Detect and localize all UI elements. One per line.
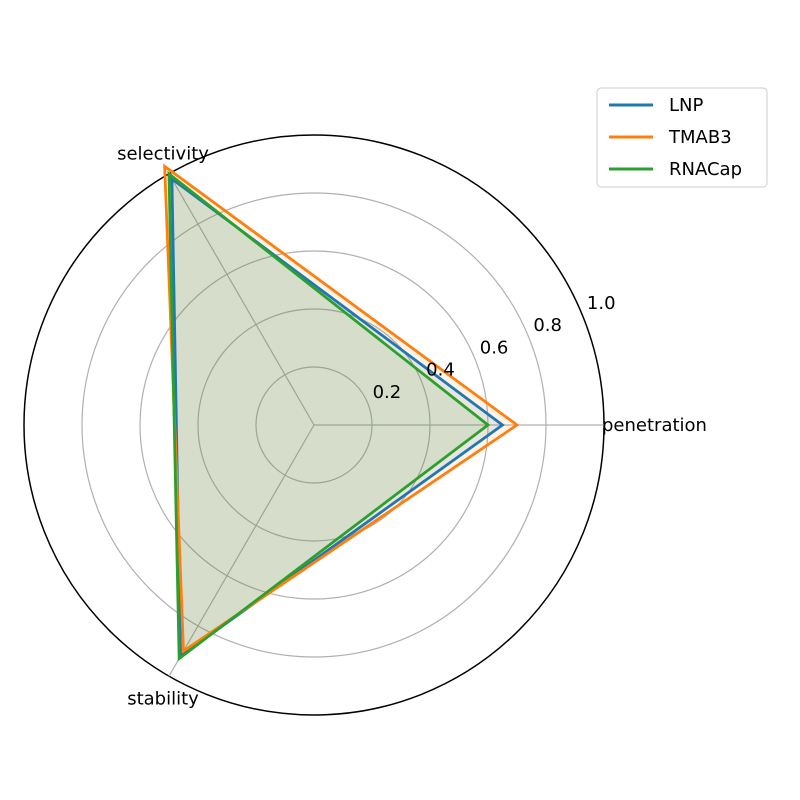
legend: LNP TMAB3 RNACap bbox=[596, 87, 768, 188]
series-fill-RNACap bbox=[169, 173, 488, 659]
axis-label-stability: stability bbox=[127, 689, 199, 710]
legend-label: LNP bbox=[669, 95, 703, 116]
legend-label: RNACap bbox=[669, 159, 742, 180]
r-tick-label: 0.8 bbox=[533, 315, 562, 336]
series-line-RNACap bbox=[167, 170, 491, 662]
series-line-LNP bbox=[170, 176, 505, 659]
axis-label-selectivity: selectivity bbox=[117, 143, 209, 164]
series-layer bbox=[163, 163, 520, 662]
spoke-selectivity bbox=[168, 173, 315, 426]
series-fill-LNP bbox=[171, 178, 503, 657]
r-tick-label: 0.6 bbox=[480, 337, 509, 358]
axis-label-penetration: penetration bbox=[602, 415, 707, 436]
legend-box bbox=[596, 87, 768, 188]
legend-label: TMAB3 bbox=[668, 127, 732, 148]
labels: 0.2 0.4 0.6 0.8 1.0 penetration selectivity sta… bbox=[117, 143, 707, 709]
r-tick-label: 0.4 bbox=[426, 360, 455, 381]
series-fill-TMAB3 bbox=[164, 166, 517, 652]
r-tick-label: 1.0 bbox=[587, 293, 616, 314]
spoke-stability bbox=[168, 424, 315, 677]
r-tick-label: 0.2 bbox=[373, 382, 402, 403]
